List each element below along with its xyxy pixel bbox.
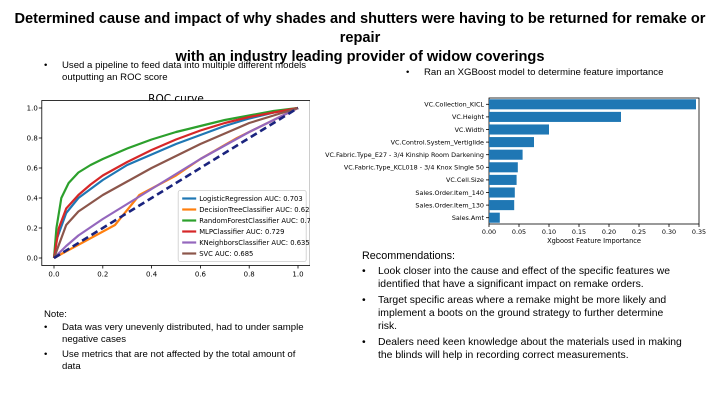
note-item-line: negative cases (62, 334, 126, 345)
roc-y-tick-label: 0.8 (27, 135, 38, 143)
roc-legend-label: MLPClassifier AUC: 0.729 (199, 228, 284, 236)
fi-x-tick-label: 0.10 (542, 228, 556, 236)
fi-x-axis-label: Xgboost Feature Importance (547, 237, 641, 245)
note-item: • Data was very unevenly distributed, had… (44, 322, 344, 346)
recommendation-item-line: risk. (378, 321, 398, 332)
bullet-dot: • (362, 266, 366, 277)
slide-title: Determined cause and impact of why shade… (0, 10, 720, 67)
recommendation-item-line: the blinds will help in recording correc… (378, 350, 629, 361)
roc-y-tick-label: 1.0 (27, 105, 38, 113)
fi-bar (489, 124, 549, 135)
note-item-line: Data was very unevenly distributed, had … (62, 322, 304, 333)
fi-bar (489, 212, 500, 223)
fi-bar (489, 99, 696, 110)
roc-legend-label: LogisticRegression AUC: 0.703 (199, 195, 302, 203)
slide-title-line-2: with an industry leading provider of wid… (175, 49, 545, 65)
recommendations-heading: Recommendations: (362, 250, 456, 262)
roc-y-tick-label: 0.4 (27, 195, 39, 203)
recommendation-item-line: implement a boots on the ground strategy… (378, 308, 664, 319)
recommendation-item: • Target specific areas where a remake mi… (362, 294, 712, 333)
bullet-dot: • (44, 322, 48, 333)
recommendation-item-line: Target specific areas where a remake mig… (378, 295, 667, 306)
roc-x-tick-label: 0.6 (195, 271, 207, 279)
roc-y-tick-label: 0.2 (27, 225, 38, 233)
note-item: • Use metrics that are not affected by th… (44, 349, 344, 373)
fi-x-tick-label: 0.30 (662, 228, 676, 236)
fi-x-tick-label: 0.25 (632, 228, 646, 236)
fi-category-label: VC.Cell.Size (446, 176, 484, 184)
bullet-dot: • (362, 295, 366, 306)
bullet-dot: • (44, 349, 48, 360)
bullet-dot: • (406, 67, 410, 78)
fi-category-label: Sales.Order.Item_130 (415, 201, 484, 209)
roc-series-line (52, 106, 299, 259)
roc-legend-label: SVC AUC: 0.685 (199, 250, 253, 258)
roc-x-tick-label: 0.0 (48, 271, 59, 279)
pipeline-bullet-line-1: Used a pipeline to feed data into multip… (62, 60, 307, 71)
roc-series-line (53, 107, 299, 259)
fi-x-tick-label: 0.15 (572, 228, 586, 236)
recommendation-item-line: Look closer into the cause and effect of… (378, 266, 671, 277)
bullet-dot: • (362, 337, 366, 348)
recommendation-item-line: identified that have a significant impac… (378, 279, 644, 290)
fi-x-tick-label: 0.05 (512, 228, 526, 236)
roc-legend-label: KNeighborsClassifier AUC: 0.635 (199, 239, 310, 247)
fi-bar (489, 200, 515, 211)
fi-bar (489, 111, 621, 122)
roc-legend-label: RandomForestClassifier AUC: 0.761 (199, 217, 310, 225)
roc-x-tick-label: 0.8 (244, 271, 255, 279)
fi-category-label: VC.Width (455, 126, 484, 134)
roc-series-line (52, 106, 299, 259)
fi-category-label: VC.Height (452, 113, 484, 121)
roc-series-line (52, 106, 299, 259)
recommendation-item: • Dealers need keen knowledge about the m… (362, 336, 712, 362)
fi-bar (489, 137, 534, 148)
roc-series-line (52, 106, 299, 259)
roc-legend-label: DecisionTreeClassifier AUC: 0.625 (199, 206, 310, 214)
fi-x-tick-label: 0.35 (692, 228, 706, 236)
fi-bar (489, 174, 517, 185)
pipeline-bullet: • Used a pipeline to feed data into mult… (44, 60, 344, 84)
note-heading: Note: (44, 309, 67, 320)
note-item-line: data (62, 361, 81, 372)
fi-category-label: VC.Collection_KICL (424, 101, 484, 109)
note-item-line: Use metrics that are not affected by the… (62, 349, 296, 360)
roc-x-tick-label: 1.0 (292, 271, 303, 279)
fi-category-label: VC.Control.System_Vertiglide (391, 138, 484, 146)
xgboost-bullet-text: Ran an XGBoost model to determine featur… (424, 67, 664, 78)
roc-chance-line (53, 106, 299, 260)
recommendation-item-line: Dealers need keen knowledge about the ma… (378, 337, 682, 348)
xgboost-bullet: • Ran an XGBoost model to determine feat… (406, 67, 706, 79)
recommendation-item: • Look closer into the cause and effect o… (362, 265, 712, 291)
roc-y-tick-label: 0.0 (27, 255, 38, 263)
fi-bar (489, 162, 518, 173)
slide-title-line-1: Determined cause and impact of why shade… (14, 11, 706, 46)
roc-y-tick-label: 0.6 (27, 165, 39, 173)
fi-x-tick-label: 0.20 (602, 228, 616, 236)
bullet-dot: • (44, 60, 48, 71)
fi-category-label: Sales.Amt (452, 214, 485, 222)
fi-bar (489, 149, 523, 160)
roc-x-tick-label: 0.4 (146, 271, 158, 279)
feature-importance-chart: VC.Collection_KICL VC.Height VC.Width VC.Co… (325, 97, 706, 245)
pipeline-bullet-line-2: outputting an ROC score (62, 72, 168, 83)
fi-category-label: Sales.Order.Item_140 (415, 189, 484, 197)
roc-x-tick-label: 0.2 (97, 271, 108, 279)
fi-bar (489, 187, 515, 198)
roc-legend (177, 190, 307, 262)
fi-x-tick-label: 0.00 (482, 228, 496, 236)
fi-category-label: VC.Fabric.Type_E27 - 3/4 Kinship Room Da… (325, 151, 484, 159)
fi-category-label: VC.Fabric.Type_KCL018 - 3/4 Knox Single … (344, 164, 484, 172)
